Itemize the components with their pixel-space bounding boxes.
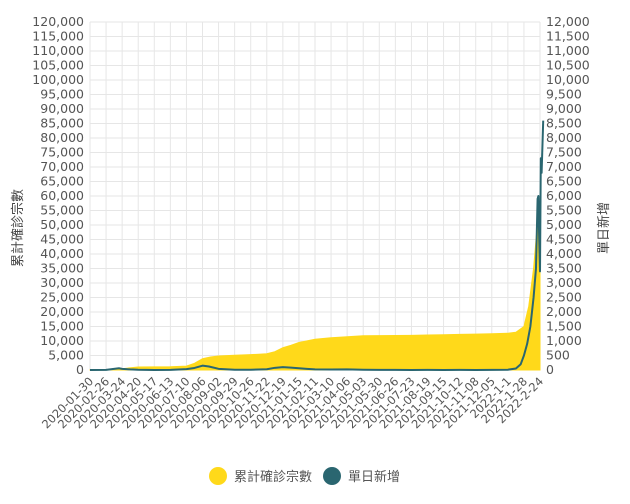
y-right-tick-label: 7,000: [546, 159, 582, 174]
y-right-tick-label: 2,500: [546, 290, 582, 305]
y-left-tick-label: 30,000: [40, 275, 84, 290]
y-axis-right-ticks: 05001,0001,5002,0002,5003,0003,5004,0004…: [546, 14, 590, 377]
y-left-tick-label: 5,000: [48, 348, 84, 363]
daily-new-line: [89, 120, 545, 371]
y-left-tick-label: 65,000: [40, 174, 84, 189]
y-right-tick-label: 500: [546, 348, 570, 363]
y-right-tick-label: 12,000: [546, 14, 590, 29]
legend-swatch: [209, 467, 227, 485]
y-right-tick-label: 11,000: [546, 43, 590, 58]
y-left-tick-label: 60,000: [40, 188, 84, 203]
y-left-tick-label: 25,000: [40, 290, 84, 305]
y-right-tick-label: 1,000: [546, 333, 582, 348]
y-left-tick-label: 100,000: [32, 72, 84, 87]
y-right-tick-label: 8,000: [546, 130, 582, 145]
y-right-tick-label: 5,500: [546, 203, 582, 218]
grid: [89, 21, 541, 371]
y-right-tick-label: 8,500: [546, 116, 582, 131]
y-left-tick-label: 20,000: [40, 304, 84, 319]
y-left-tick-label: 75,000: [40, 145, 84, 160]
y-right-tick-label: 1,500: [546, 319, 582, 334]
y-left-tick-label: 45,000: [40, 232, 84, 247]
y-left-tick-label: 120,000: [32, 14, 84, 29]
y-left-tick-label: 50,000: [40, 217, 84, 232]
cumulative-area-layer: [89, 207, 541, 371]
legend-item[interactable]: 單日新增: [323, 467, 400, 485]
y-right-tick-label: 5,000: [546, 217, 582, 232]
y-right-tick-label: 10,000: [546, 72, 590, 87]
y-left-tick-label: 40,000: [40, 246, 84, 261]
y-right-tick-label: 3,500: [546, 261, 582, 276]
y-axis-left-label: 累計確診宗數: [10, 189, 26, 267]
y-left-tick-label: 55,000: [40, 203, 84, 218]
y-left-tick-label: 95,000: [40, 87, 84, 102]
x-axis-ticks: 2020-01-302020-02-262020-03-242020-04-20…: [39, 374, 546, 431]
y-right-tick-label: 9,500: [546, 87, 582, 102]
y-left-tick-label: 110,000: [32, 43, 84, 58]
y-left-tick-label: 80,000: [40, 130, 84, 145]
legend-label: 累計確診宗數: [234, 469, 312, 485]
y-left-tick-label: 115,000: [32, 29, 84, 44]
y-left-tick-label: 90,000: [40, 101, 84, 116]
y-right-tick-label: 10,500: [546, 58, 590, 73]
y-left-tick-label: 70,000: [40, 159, 84, 174]
y-left-tick-label: 10,000: [40, 333, 84, 348]
daily-line-layer: [89, 120, 545, 371]
legend-label: 單日新增: [348, 469, 400, 485]
y-right-tick-label: 6,000: [546, 188, 582, 203]
y-right-tick-label: 9,000: [546, 101, 582, 116]
y-left-tick-label: 0: [76, 362, 84, 377]
y-left-tick-label: 15,000: [40, 319, 84, 334]
y-right-tick-label: 3,000: [546, 275, 582, 290]
cumulative-area: [89, 207, 541, 371]
y-axis-right-label: 單日新增: [596, 202, 612, 254]
y-left-tick-label: 105,000: [32, 58, 84, 73]
y-right-tick-label: 11,500: [546, 29, 590, 44]
y-right-tick-label: 4,000: [546, 246, 582, 261]
y-axis-left-ticks: 05,00010,00015,00020,00025,00030,00035,0…: [32, 14, 84, 377]
y-right-tick-label: 2,000: [546, 304, 582, 319]
y-right-tick-label: 7,500: [546, 145, 582, 160]
y-left-tick-label: 35,000: [40, 261, 84, 276]
y-left-tick-label: 85,000: [40, 116, 84, 131]
legend-item[interactable]: 累計確診宗數: [209, 467, 312, 485]
legend: 累計確診宗數 單日新增: [209, 467, 400, 485]
y-right-tick-label: 4,500: [546, 232, 582, 247]
y-right-tick-label: 6,500: [546, 174, 582, 189]
y-right-tick-label: 0: [546, 362, 554, 377]
legend-swatch: [323, 467, 341, 485]
